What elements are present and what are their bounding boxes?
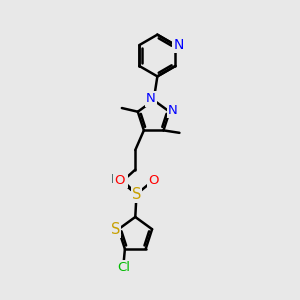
Text: N: N [146, 92, 156, 106]
Text: S: S [132, 187, 141, 202]
Text: N: N [173, 38, 184, 52]
Text: O: O [114, 174, 124, 187]
Text: N: N [117, 174, 127, 187]
Text: H: H [111, 173, 120, 186]
Text: Cl: Cl [117, 261, 130, 274]
Text: N: N [168, 104, 178, 117]
Text: S: S [111, 222, 120, 237]
Text: O: O [148, 174, 159, 187]
